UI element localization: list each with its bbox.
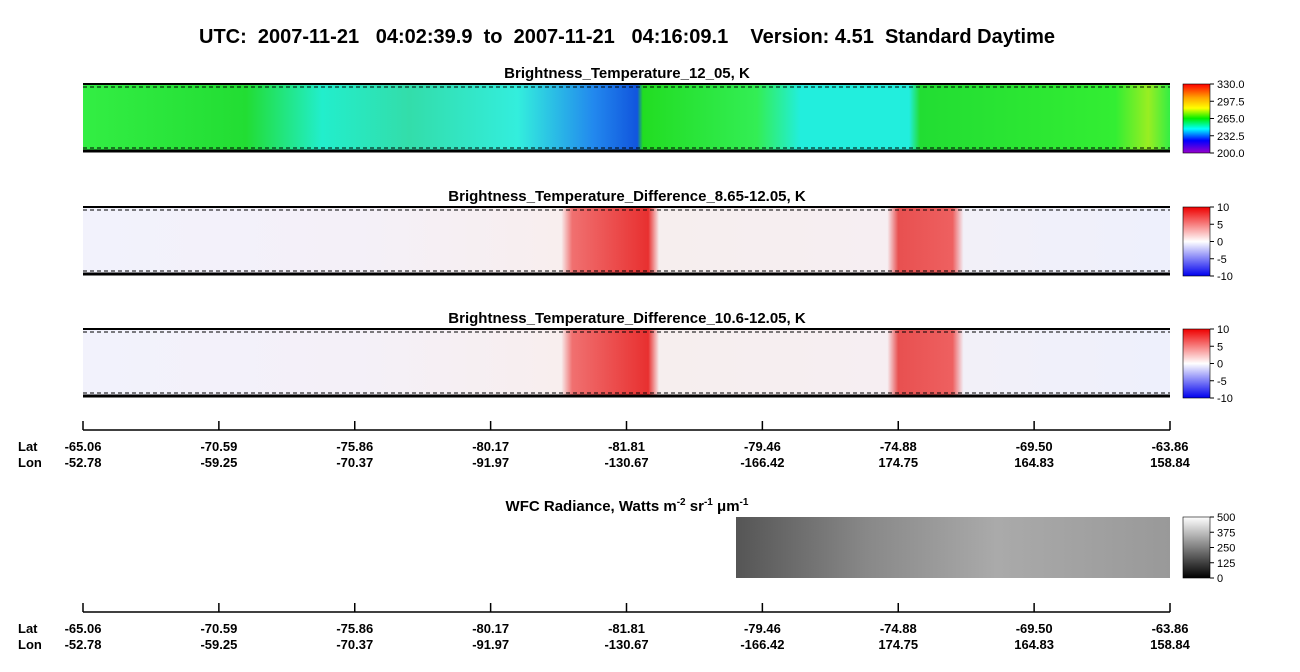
colorbar-tick-label: 125 — [1217, 558, 1235, 570]
panel-title: Brightness_Temperature_Difference_10.6-1… — [448, 310, 806, 327]
lon-tick-label: 174.75 — [878, 455, 918, 470]
lon-tick-label: -59.25 — [200, 637, 237, 652]
lat-tick-label: -75.86 — [336, 621, 373, 636]
lon-tick-label: -130.67 — [604, 637, 648, 652]
lon-tick-label: 164.83 — [1014, 455, 1054, 470]
lon-tick-label: 158.84 — [1150, 637, 1191, 652]
lat-tick-label: -70.59 — [200, 439, 237, 454]
title-part: -1 — [740, 497, 749, 508]
lon-tick-label: -130.67 — [604, 455, 648, 470]
colorbar-tick-label: 0 — [1217, 573, 1223, 585]
lon-tick-label: -52.78 — [65, 455, 102, 470]
lat-tick-label: -81.81 — [608, 621, 645, 636]
colorbar-tick-label: 5 — [1217, 341, 1223, 353]
colorbar — [1182, 328, 1211, 399]
lat-tick-label: -80.17 — [472, 621, 509, 636]
lat-tick-label: -69.50 — [1016, 621, 1053, 636]
title-part: -2 — [677, 497, 686, 508]
lat-tick-label: -63.86 — [1152, 439, 1189, 454]
colorbar — [1182, 516, 1211, 579]
lat-tick-label: -74.88 — [880, 621, 917, 636]
colorbar-tick-label: 0 — [1217, 359, 1223, 371]
lon-tick-label: -166.42 — [740, 637, 784, 652]
lon-tick-label: 164.83 — [1014, 637, 1054, 652]
colorbar-tick-label: -10 — [1217, 393, 1233, 405]
colorbar-tick-label: 265.0 — [1217, 114, 1245, 126]
lon-tick-label: -70.37 — [336, 637, 373, 652]
lat-label: Lat — [18, 439, 38, 454]
lat-label: Lat — [18, 621, 38, 636]
panel-title: Brightness_Temperature_Difference_8.65-1… — [448, 188, 806, 205]
lat-tick-label: -79.46 — [744, 621, 781, 636]
lat-tick-label: -65.06 — [65, 621, 102, 636]
colorbar — [1182, 206, 1211, 277]
wfc-image — [736, 517, 1170, 578]
lat-tick-label: -80.17 — [472, 439, 509, 454]
lat-tick-label: -79.46 — [744, 439, 781, 454]
lon-tick-label: -52.78 — [65, 637, 102, 652]
colorbar-tick-label: 0 — [1217, 237, 1223, 249]
colorbar-tick-label: 330.0 — [1217, 79, 1245, 91]
lat-tick-label: -65.06 — [65, 439, 102, 454]
lon-tick-label: -70.37 — [336, 455, 373, 470]
colorbar-tick-label: 10 — [1217, 202, 1229, 214]
colorbar — [1182, 83, 1211, 154]
colorbar-tick-label: -5 — [1217, 254, 1227, 266]
wfc-title: WFC Radiance, Watts m-2 sr-1 μm-1 — [506, 497, 749, 515]
colorbar-tick-label: 200.0 — [1217, 148, 1245, 160]
title-part: sr — [686, 498, 705, 515]
lon-tick-label: 158.84 — [1150, 455, 1191, 470]
lon-tick-label: -59.25 — [200, 455, 237, 470]
title-part: μm — [713, 498, 740, 515]
lat-tick-label: -70.59 — [200, 621, 237, 636]
colorbar-tick-label: 10 — [1217, 324, 1229, 336]
lon-tick-label: -166.42 — [740, 455, 784, 470]
lon-tick-label: 174.75 — [878, 637, 918, 652]
colorbar-tick-label: -5 — [1217, 376, 1227, 388]
lon-label: Lon — [18, 455, 42, 470]
colorbar-tick-label: 250 — [1217, 543, 1235, 555]
figure-title: UTC: 2007-11-21 04:02:39.9 to 2007-11-21… — [199, 26, 1055, 48]
lon-tick-label: -91.97 — [472, 637, 509, 652]
colorbar-tick-label: 5 — [1217, 219, 1223, 231]
colorbar-tick-label: 297.5 — [1217, 96, 1245, 108]
colorbar-tick-label: 375 — [1217, 527, 1235, 539]
image-strip — [83, 329, 1170, 396]
colorbar-tick-label: 232.5 — [1217, 131, 1245, 143]
panel-title: Brightness_Temperature_12_05, K — [504, 65, 750, 82]
title-part: WFC Radiance, Watts m — [506, 498, 677, 515]
image-strip — [83, 207, 1170, 274]
image-strip — [83, 84, 1170, 151]
lat-tick-label: -75.86 — [336, 439, 373, 454]
colorbar-tick-label: 500 — [1217, 512, 1235, 524]
lat-tick-label: -63.86 — [1152, 621, 1189, 636]
lat-tick-label: -74.88 — [880, 439, 917, 454]
lat-tick-label: -69.50 — [1016, 439, 1053, 454]
lat-tick-label: -81.81 — [608, 439, 645, 454]
lon-tick-label: -91.97 — [472, 455, 509, 470]
colorbar-tick-label: -10 — [1217, 271, 1233, 283]
title-part: -1 — [704, 497, 713, 508]
lon-label: Lon — [18, 637, 42, 652]
